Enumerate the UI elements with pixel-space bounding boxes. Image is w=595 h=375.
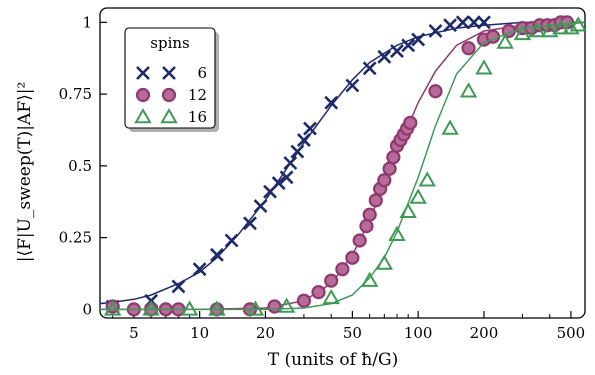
data-point-16 (513, 24, 532, 41)
data-point-16 (360, 271, 379, 287)
data-point-12 (335, 262, 350, 277)
data-point-6 (224, 233, 239, 248)
data-point-16 (180, 300, 199, 316)
data-point-12 (377, 173, 392, 188)
y-tick-label: 0.25 (59, 229, 92, 247)
data-point-6 (253, 199, 268, 213)
data-point-6 (279, 170, 294, 185)
legend-label-6: 6 (197, 64, 207, 82)
data-point-16 (496, 33, 514, 49)
data-point-16 (552, 19, 570, 35)
data-point-12 (352, 233, 367, 248)
x-tick-label: 5 (129, 324, 139, 342)
data-point-6 (362, 61, 377, 76)
data-point-6 (296, 133, 311, 147)
data-point-6 (243, 216, 257, 231)
legend-label-16: 16 (188, 108, 207, 126)
data-point-16 (388, 225, 406, 242)
x-tick-label: 100 (404, 324, 433, 342)
data-point-12 (324, 273, 339, 288)
data-point-6 (377, 49, 392, 64)
legend-marker-16 (134, 107, 152, 124)
data-point-16 (528, 21, 546, 38)
data-point-12 (345, 250, 360, 265)
legend-label-12: 12 (188, 86, 207, 104)
data-point-16 (399, 202, 417, 219)
data-point-16 (246, 300, 265, 316)
legend: spins 6 12 16 (124, 27, 219, 132)
data-point-6 (303, 121, 317, 136)
data-point-12 (359, 219, 374, 234)
data-point-16 (103, 300, 122, 316)
y-axis-label: |⟨F|U_sweep(T)|AF⟩|² (15, 82, 35, 263)
data-point-12 (461, 41, 476, 56)
data-point-6 (443, 18, 458, 33)
data-point-16 (409, 188, 427, 204)
data-point-12 (403, 115, 418, 130)
data-point-16 (208, 300, 226, 316)
data-point-6 (290, 144, 305, 159)
data-point-12 (428, 84, 443, 99)
data-point-12 (311, 285, 326, 300)
data-point-6 (455, 15, 470, 30)
data-point-6 (192, 262, 207, 277)
legend-marker-16 (160, 107, 178, 124)
plot-area: 0 0.25 0.5 0.75 1 5 10 20 50 100 200 500 (59, 7, 586, 342)
data-point-6 (345, 78, 360, 93)
data-point-12 (267, 299, 282, 314)
data-point-16 (475, 59, 493, 75)
fit-line-16 (100, 21, 585, 311)
data-point-16 (459, 82, 478, 98)
data-point-16 (277, 297, 296, 313)
y-tick-label: 0.75 (59, 85, 92, 103)
data-point-12 (296, 293, 312, 308)
data-point-6 (171, 279, 186, 294)
data-point-6 (271, 176, 286, 191)
data-point-6 (411, 32, 426, 47)
x-axis-label: T (units of ħ/G) (268, 350, 399, 370)
data-point-6 (390, 44, 404, 58)
axes-frame (99, 7, 586, 319)
legend-marker-12 (135, 87, 151, 103)
legend-marker-6 (162, 66, 176, 80)
data-point-12 (362, 207, 377, 222)
x-tick-label: 10 (190, 324, 209, 342)
data-point-6 (283, 156, 298, 170)
data-point-6 (477, 15, 491, 30)
legend-title: spins (150, 34, 189, 52)
y-tick-label: 0 (82, 300, 92, 318)
legend-marker-12 (161, 87, 177, 103)
y-tick-label: 1 (82, 13, 92, 31)
data-point-6 (428, 24, 443, 38)
data-point-6 (324, 95, 339, 110)
data-point-12 (382, 161, 397, 176)
y-tick-label: 0.5 (68, 157, 92, 175)
data-point-12 (368, 193, 383, 208)
data-point-16 (418, 171, 436, 187)
fit-line-6 (100, 21, 585, 305)
data-point-16 (142, 300, 160, 316)
legend-box (124, 27, 216, 129)
legend-marker-6 (136, 66, 150, 80)
data-point-6 (401, 38, 416, 53)
data-point-16 (322, 288, 340, 305)
data-point-16 (562, 19, 580, 35)
data-point-6 (467, 15, 481, 30)
x-tick-label: 20 (256, 324, 275, 342)
x-tick-label: 200 (470, 324, 499, 342)
data-point-6 (210, 247, 224, 262)
data-point-16 (569, 16, 585, 32)
series-16 (100, 16, 585, 316)
data-point-16 (441, 119, 459, 135)
x-tick-label: 500 (557, 324, 586, 342)
x-tick-label: 50 (343, 324, 362, 342)
data-point-16 (541, 21, 559, 38)
data-point-12 (386, 150, 401, 165)
data-point-16 (375, 254, 394, 270)
